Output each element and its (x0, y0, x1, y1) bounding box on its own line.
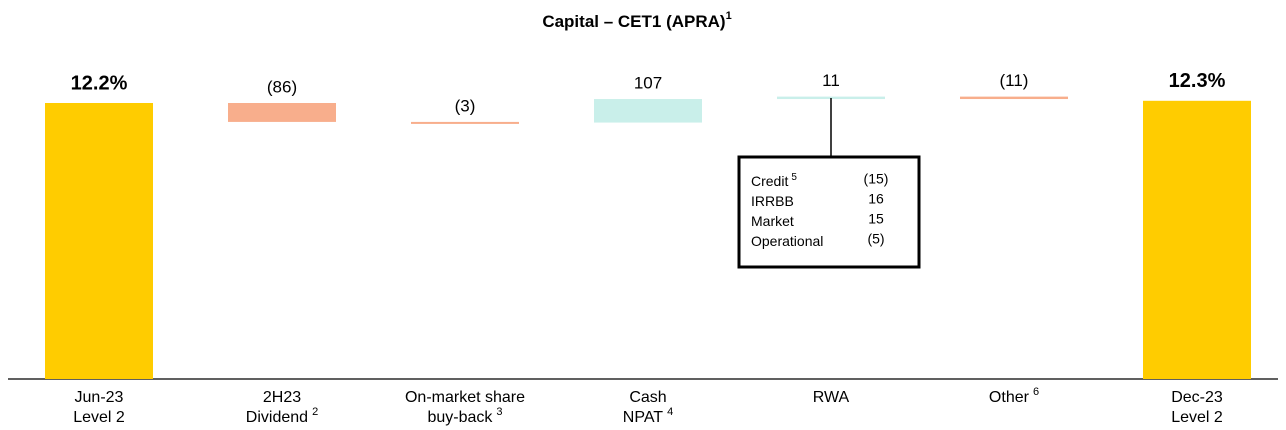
breakdown-name: Operational (751, 233, 823, 249)
category-label: Level 2 (73, 409, 125, 426)
value-label: (3) (455, 96, 476, 115)
breakdown-value: 15 (868, 211, 884, 227)
breakdown-name: Market (751, 213, 794, 229)
category-label: Other 6 (989, 386, 1039, 406)
breakdown-name: Credit 5 (751, 172, 797, 189)
category-line: Dividend (246, 409, 308, 426)
category-label: Dec-23 (1171, 389, 1223, 406)
breakdown-value: (5) (867, 231, 884, 247)
category-line: On-market share (405, 389, 525, 406)
breakdown-name-text: Operational (751, 233, 823, 249)
total-bar (1143, 100, 1251, 380)
value-label: 12.3% (1169, 70, 1226, 92)
category-line: NPAT (623, 409, 664, 426)
category-line: Level 2 (1171, 409, 1223, 426)
category-line: Cash (629, 389, 666, 406)
decrease-bar (228, 103, 336, 122)
title-text: Capital – CET1 (APRA) (542, 12, 725, 31)
category-label: buy-back 3 (427, 406, 502, 426)
total-bar (45, 103, 153, 379)
category-label: Level 2 (1171, 409, 1223, 426)
category-line: RWA (813, 389, 850, 406)
value-label: 12.2% (71, 72, 128, 94)
category-label: NPAT 4 (623, 406, 673, 426)
value-label: 107 (634, 74, 662, 93)
increase-bar (594, 99, 702, 123)
chart-title: Capital – CET1 (APRA)1 (542, 10, 731, 32)
category-note: 4 (667, 406, 673, 418)
category-label: 2H23 (263, 389, 301, 406)
decrease-bar (411, 121, 519, 124)
category-label: Cash (629, 389, 666, 406)
breakdown-note: 5 (791, 172, 797, 183)
breakdown-value: (15) (864, 171, 889, 187)
title-note: 1 (726, 10, 732, 22)
breakdown-value: 16 (868, 191, 884, 207)
value-label: 11 (822, 71, 840, 90)
category-line: 2H23 (263, 389, 301, 406)
breakdown-name-text: Credit (751, 173, 788, 189)
category-line: Dec-23 (1171, 389, 1223, 406)
increase-bar (777, 96, 885, 100)
category-line: Level 2 (73, 409, 125, 426)
category-line: buy-back (427, 409, 493, 426)
category-note: 2 (312, 406, 318, 418)
category-label: RWA (813, 389, 850, 406)
category-line: Other (989, 389, 1030, 406)
category-label: On-market share (405, 389, 525, 406)
value-label: (11) (1000, 71, 1029, 90)
category-label: Jun-23 (75, 389, 124, 406)
category-line: Jun-23 (75, 389, 124, 406)
category-note: 3 (496, 406, 502, 418)
callout-box (737, 155, 921, 269)
category-note: 6 (1033, 386, 1039, 398)
breakdown-name: IRRBB (751, 193, 794, 209)
breakdown-name-text: Market (751, 213, 794, 229)
value-label: (86) (267, 77, 297, 96)
decrease-bar (960, 96, 1068, 100)
category-label: Dividend 2 (246, 406, 318, 426)
breakdown-name-text: IRRBB (751, 193, 794, 209)
